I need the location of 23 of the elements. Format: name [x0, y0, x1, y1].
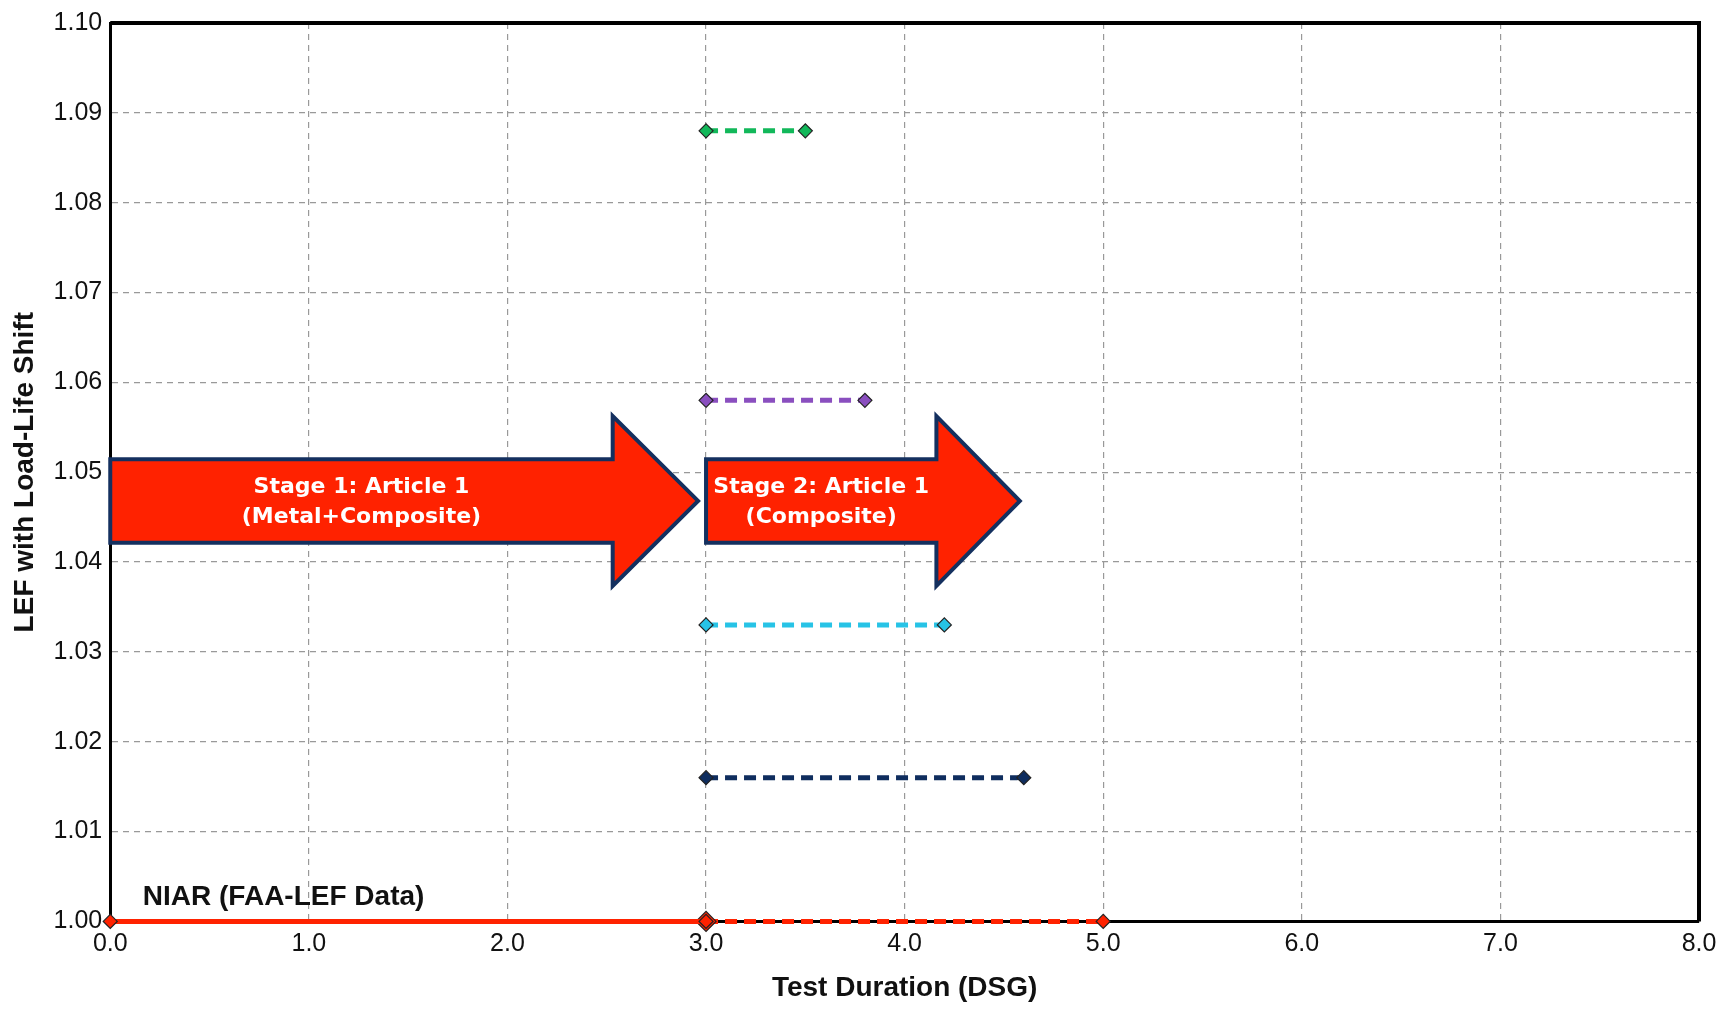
x-tick-label: 4.0	[887, 928, 923, 957]
y-tick-label: 1.03	[53, 635, 103, 664]
x-tick-label: 1.0	[291, 928, 327, 957]
y-tick-label: 1.08	[53, 186, 103, 215]
x-tick-label: 7.0	[1483, 928, 1518, 957]
annotation: Stage 1: Article 1 (Metal+Composite)	[241, 472, 482, 530]
y-tick-label: 1.05	[53, 456, 103, 485]
y-tick-label: 1.06	[53, 366, 103, 395]
y-tick-label: 1.01	[53, 815, 103, 844]
y-tick-label: 1.07	[53, 276, 103, 305]
x-tick-label: 2.0	[490, 928, 525, 957]
x-tick-label: 8.0	[1681, 928, 1717, 957]
y-tick-label: 1.10	[53, 6, 103, 35]
annotation: NIAR (FAA-LEF Data)	[142, 879, 425, 912]
annotation: Stage 2: Article 1 (Composite)	[713, 472, 930, 530]
y-axis-title: LEF with Load-Life Shift	[7, 312, 39, 633]
x-tick-label: 5.0	[1085, 928, 1121, 957]
y-tick-label: 1.04	[53, 545, 103, 574]
x-tick-label: 6.0	[1284, 928, 1320, 957]
y-tick-label: 1.09	[53, 96, 103, 125]
y-tick-label: 1.02	[53, 725, 103, 754]
x-tick-label: 3.0	[688, 928, 724, 957]
x-axis-title: Test Duration (DSG)	[771, 970, 1038, 1002]
